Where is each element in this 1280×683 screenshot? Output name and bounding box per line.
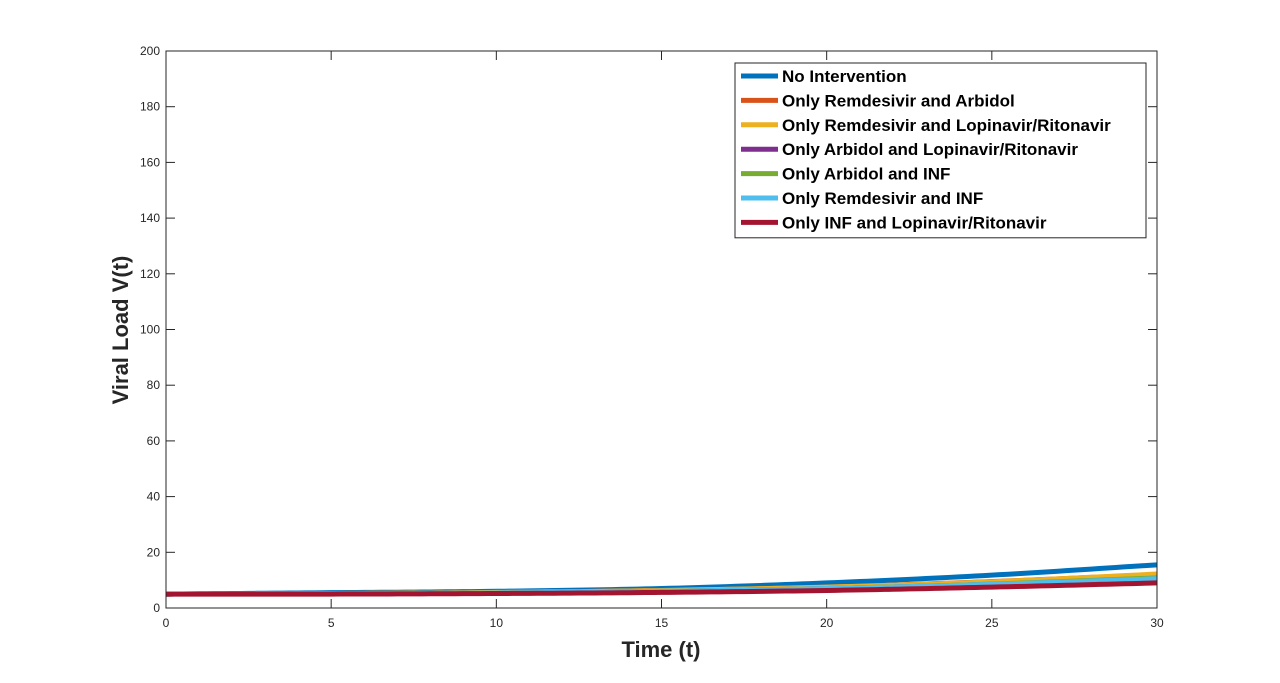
series-layer	[165, 562, 1158, 597]
x-axis-label: Time (t)	[621, 637, 700, 662]
y-tick-label: 160	[140, 155, 160, 169]
y-tick-label: 40	[147, 490, 161, 504]
legend-label: Only Remdesivir and INF	[782, 189, 983, 208]
legend-label: Only Remdesivir and Arbidol	[782, 91, 1015, 110]
legend-label: Only Arbidol and Lopinavir/Ritonavir	[782, 140, 1078, 159]
y-tick-label: 180	[140, 100, 160, 114]
y-axis-label: Viral Load V(t)	[108, 256, 133, 405]
series-line-7	[166, 580, 1158, 597]
axes-layer: 0 5 10 15 20 25 30 0 20 40 60 80 100 120 140 160 180 200	[140, 44, 1164, 630]
legend-label: No Intervention	[782, 67, 907, 86]
y-tick-label: 60	[147, 434, 161, 448]
y-tick-label: 100	[140, 323, 160, 337]
x-tick-label: 0	[163, 616, 170, 630]
x-tick-label: 30	[1150, 616, 1164, 630]
legend-label: Only Remdesivir and Lopinavir/Ritonavir	[782, 116, 1111, 135]
y-tick-label: 80	[147, 378, 161, 392]
y-tick-label: 20	[147, 545, 161, 559]
legend-label: Only INF and Lopinavir/Ritonavir	[782, 213, 1047, 232]
x-tick-label: 25	[985, 616, 999, 630]
legend-label: Only Arbidol and INF	[782, 165, 950, 184]
legend-box	[734, 62, 1147, 239]
y-tick-label: 140	[140, 211, 160, 225]
x-tick-label: 10	[490, 616, 504, 630]
y-tick-label: 120	[140, 267, 160, 281]
x-tick-label: 15	[655, 616, 669, 630]
x-tick-label: 20	[820, 616, 834, 630]
x-tick-label: 5	[328, 616, 335, 630]
y-tick-label: 200	[140, 44, 160, 58]
y-tick-label: 0	[153, 601, 160, 615]
legend: No Intervention Only Remdesivir and Arbid…	[734, 62, 1147, 239]
